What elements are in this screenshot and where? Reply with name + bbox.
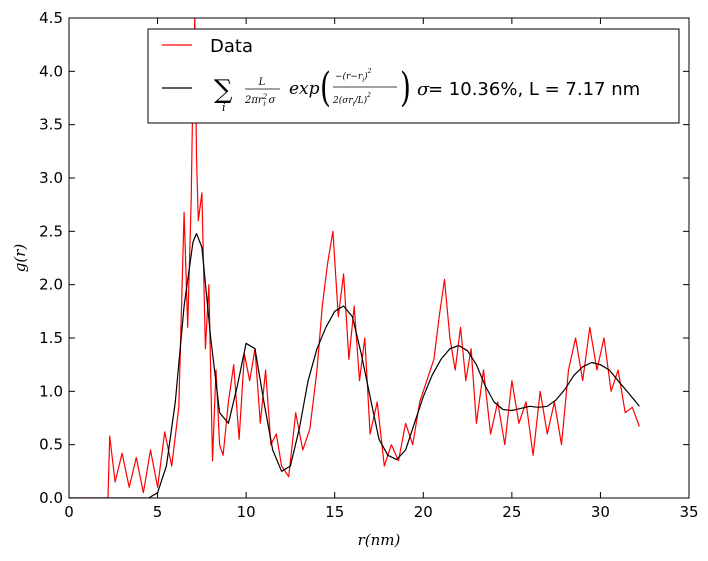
y-tick-label: 2.5 <box>39 222 63 240</box>
legend-fit-formula: ∑ i L 2πr2 i σ exp ( −(r−ri)2 2(σri/L)2 )… <box>214 65 640 114</box>
formula-sum-symbol: ∑ <box>214 75 233 105</box>
formula-sum-index: i <box>222 101 226 114</box>
formula-exp: exp <box>289 79 320 99</box>
y-tick-label: 4.5 <box>39 9 63 27</box>
x-tick-label: 0 <box>64 503 74 521</box>
x-tick-label: 25 <box>502 503 521 521</box>
x-tick-label: 10 <box>237 503 256 521</box>
series-fit-line <box>69 232 640 498</box>
formula-frac1-numerator: L <box>258 77 266 88</box>
legend-box <box>147 28 680 124</box>
y-tick-label: 3.0 <box>39 169 63 187</box>
series-data-line <box>69 18 640 498</box>
y-tick-label: 2.0 <box>39 276 63 294</box>
legend-fit-parameters: = 10.36%, L = 7.17 nm <box>428 79 640 100</box>
formula-frac1-denominator: 2πr2 i σ <box>244 93 277 108</box>
y-tick-label: 1.0 <box>39 382 63 400</box>
formula-right-paren: ) <box>400 65 411 111</box>
y-tick-label: 1.5 <box>39 329 63 347</box>
formula-sigma-symbol: σ <box>417 79 430 100</box>
legend: Data ∑ i L 2πr2 i σ exp ( −(r−ri)2 2(σri/… <box>147 28 680 124</box>
x-tick-label: 35 <box>679 503 698 521</box>
x-tick-label: 20 <box>414 503 433 521</box>
x-axis-label: r(nm) <box>358 531 401 549</box>
axes-frame <box>68 17 690 499</box>
formula-frac2-denominator: 2(σri/L)2 <box>332 92 371 108</box>
axis-ticks: 0 5 10 15 20 25 30 35 0.0 0.5 1.0 1.5 2.0 2.5 3.0 3.5 4.… <box>39 9 698 521</box>
formula-left-paren: ( <box>320 65 331 111</box>
formula-frac2-numerator: −(r−ri)2 <box>335 68 372 84</box>
legend-data-label: Data <box>210 36 253 57</box>
y-tick-label: 0.0 <box>39 489 63 507</box>
x-tick-label: 5 <box>153 503 163 521</box>
y-tick-label: 0.5 <box>39 436 63 454</box>
plot-area <box>69 18 640 498</box>
x-tick-label: 15 <box>325 503 344 521</box>
x-tick-label: 30 <box>591 503 610 521</box>
y-tick-label: 4.0 <box>39 62 63 80</box>
y-tick-label: 3.5 <box>39 116 63 134</box>
y-axis-label: g(r) <box>11 244 29 273</box>
